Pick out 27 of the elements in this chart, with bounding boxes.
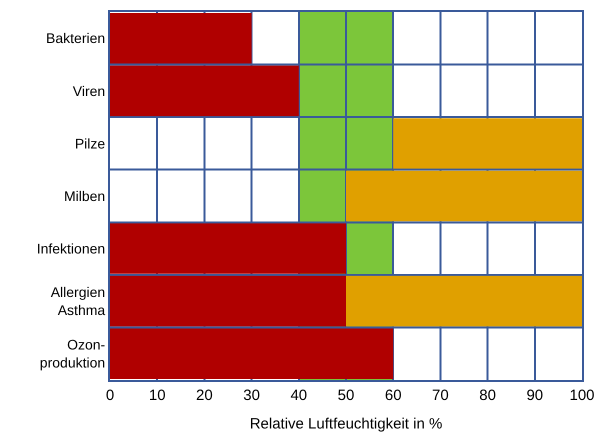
x-tick-label: 50 bbox=[338, 387, 354, 404]
bar bbox=[110, 66, 299, 116]
bar bbox=[110, 328, 394, 379]
bar bbox=[393, 118, 582, 169]
y-tick-label: Infektionen bbox=[36, 240, 106, 256]
x-axis-title: Relative Luftfeuchtigkeit in % bbox=[250, 416, 442, 432]
x-tick-label: 90 bbox=[526, 387, 544, 404]
y-tick-label: Ozon- produktion bbox=[40, 336, 106, 371]
x-tick-label: 20 bbox=[196, 387, 213, 404]
bar bbox=[110, 223, 346, 274]
y-tick-label: Milben bbox=[64, 188, 106, 204]
bar bbox=[110, 276, 346, 326]
x-tick-label: 30 bbox=[243, 387, 260, 404]
x-tick-label: 70 bbox=[432, 387, 449, 404]
x-tick-label: 60 bbox=[384, 387, 402, 404]
x-tick-label: 80 bbox=[479, 387, 496, 404]
y-tick-label: Viren bbox=[72, 82, 106, 99]
bar bbox=[346, 170, 582, 222]
x-tick-label: 100 bbox=[569, 387, 595, 404]
y-tick-label: Pilze bbox=[74, 135, 106, 152]
x-tick-label: 0 bbox=[106, 387, 114, 404]
bar bbox=[346, 276, 582, 326]
x-tick-label: 10 bbox=[148, 387, 166, 404]
bar bbox=[110, 13, 252, 64]
x-tick-label: 40 bbox=[290, 387, 308, 404]
y-tick-label: Bakterien bbox=[46, 30, 106, 46]
y-tick-label: Allergien Asthma bbox=[50, 284, 106, 318]
